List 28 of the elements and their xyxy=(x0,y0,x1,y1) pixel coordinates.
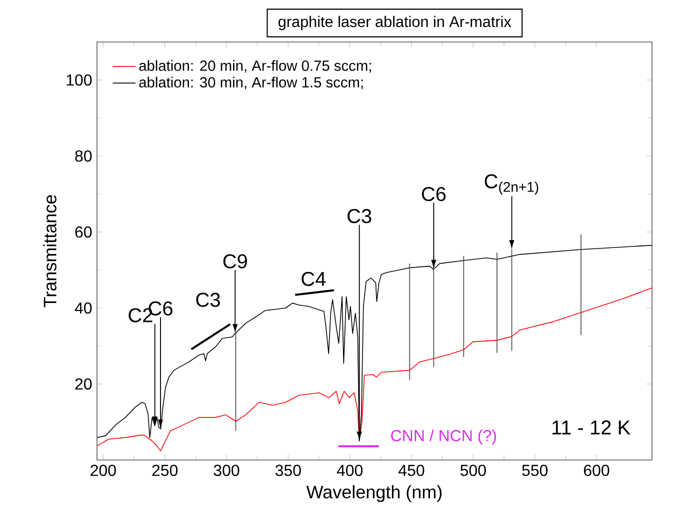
annotation: C6 xyxy=(422,186,446,202)
annotation: C3 xyxy=(196,292,220,307)
x-tick-label: 300 xyxy=(214,464,240,476)
y-tick-label: 60 xyxy=(75,226,92,238)
x-tick-label: 400 xyxy=(336,464,363,476)
x-tick-label: 500 xyxy=(460,464,486,476)
y-tick-label: 40 xyxy=(74,302,92,314)
annotation: 11 - 12 K xyxy=(552,420,630,434)
x-tick-label: 600 xyxy=(584,464,610,476)
y-tick-label: 20 xyxy=(75,378,92,390)
y-tick-label: 100 xyxy=(66,74,92,86)
x-tick-label: 200 xyxy=(90,464,116,476)
annotation: C$_{(2n+1)}$ xyxy=(484,174,538,195)
annotation: CNN / NCN (?) xyxy=(391,430,496,444)
legend-label: ablation: 20 min, Ar-flow 0.75 sccm; xyxy=(139,60,371,73)
x-tick-label: 550 xyxy=(522,464,548,476)
legend-label: ablation: 30 min, Ar-flow 1.5 sccm; xyxy=(139,76,363,90)
annotation: C4 xyxy=(302,272,326,286)
x-tick-label: 250 xyxy=(152,464,178,476)
x-axis-title: Wavelength (nm) xyxy=(306,485,442,502)
y-tick-label: 80 xyxy=(75,150,92,162)
chart-title: graphite laser ablation in Ar-matrix xyxy=(278,16,512,30)
line-series xyxy=(96,287,652,452)
x-tick-label: 450 xyxy=(398,464,424,476)
annotation: C9 xyxy=(223,254,247,268)
annotation: C3 xyxy=(348,209,372,224)
x-tick-label: 350 xyxy=(275,464,301,476)
y-axis-title: Transmittance xyxy=(43,195,56,308)
